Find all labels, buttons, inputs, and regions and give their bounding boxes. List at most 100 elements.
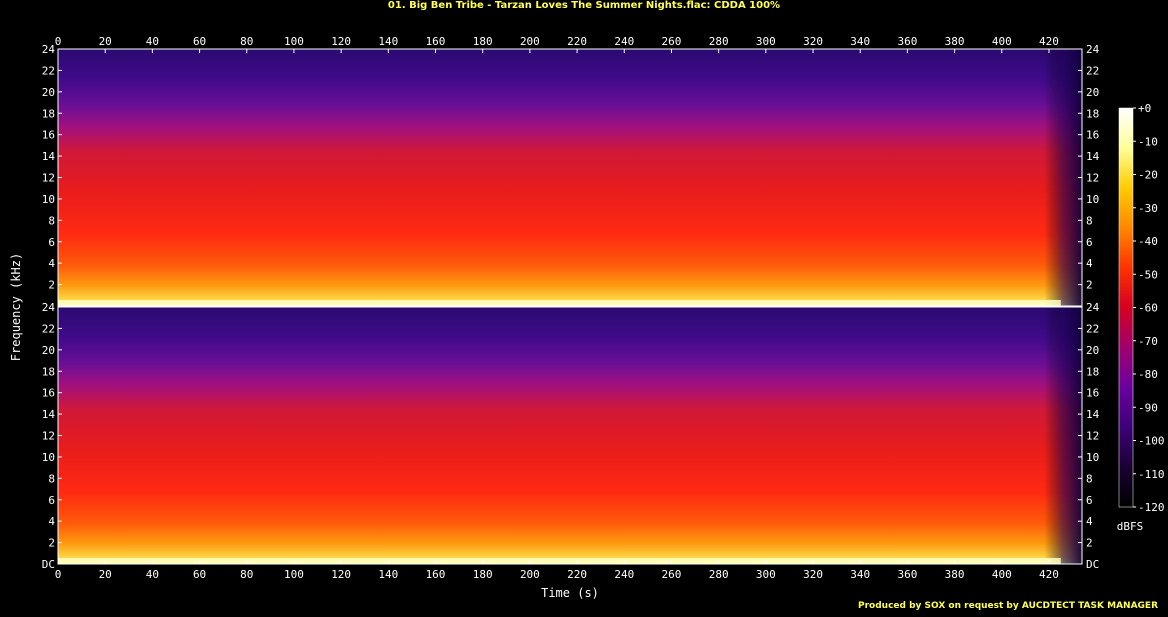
y-tick-label: 12 [42,172,55,185]
y-tick-label: 10 [42,451,55,464]
y-tick-label: 4 [48,515,55,528]
y-tick-label-right: 6 [1086,236,1093,249]
x-tick-label: 180 [473,568,493,581]
x-axis-label: Time (s) [541,586,599,600]
x-tick-label: 240 [614,568,634,581]
x-tick-label-top: 320 [803,35,823,48]
y-tick-label: 22 [42,64,55,77]
colorbar-tick-label: -40 [1138,235,1158,248]
y-tick-label-right: 6 [1086,494,1093,507]
x-tick-label-top: 240 [614,35,634,48]
x-tick-label: 360 [897,568,917,581]
y-tick-label-right: 24 [1086,43,1100,56]
x-tick-label-top: 420 [1039,35,1059,48]
y-tick-label-right: 18 [1086,365,1099,378]
x-tick-label: 220 [567,568,587,581]
x-tick-label-top: 20 [99,35,112,48]
channel-2-spectrum [58,307,1082,564]
x-tick-label: 320 [803,568,823,581]
x-tick-label-top: 360 [897,35,917,48]
x-tick-label-top: 80 [240,35,253,48]
x-tick-label: 380 [945,568,965,581]
y-tick-label-right: 8 [1086,472,1093,485]
y-tick-label: 18 [42,365,55,378]
x-tick-label-top: 380 [945,35,965,48]
y-tick-label-right: 22 [1086,64,1099,77]
colorbar-tick-label: -20 [1138,169,1158,182]
x-tick-label-top: 280 [709,35,729,48]
y-tick-label: 6 [48,494,55,507]
channel-2-fadeout [1044,307,1082,564]
y-tick-label-right: 14 [1086,150,1100,163]
channel-1-fadeout [1044,49,1082,306]
y-tick-label: 16 [42,129,55,142]
colorbar-tick-label: -50 [1138,268,1158,281]
y-tick-label: 12 [42,430,55,443]
y-tick-label: 8 [48,214,55,227]
y-tick-label-right: 8 [1086,214,1093,227]
y-tick-label: 24 [42,43,56,56]
colorbar [1118,107,1134,508]
colorbar-tick-label: -90 [1138,401,1158,414]
x-tick-label: 300 [756,568,776,581]
y-tick-label-right: 12 [1086,172,1099,185]
y-tick-label-right: 4 [1086,515,1093,528]
channel-1-spectrum [58,49,1082,306]
y-tick-label: 6 [48,236,55,249]
y-tick-label-right: 22 [1086,322,1099,335]
x-tick-label: 340 [850,568,870,581]
x-tick-label-top: 200 [520,35,540,48]
y-tick-label: 20 [42,344,55,357]
x-tick-label-top: 180 [473,35,493,48]
colorbar-tick-label: -80 [1138,368,1158,381]
y-tick-label: 2 [48,279,55,292]
y-tick-label: 14 [42,408,56,421]
x-tick-label: 40 [146,568,159,581]
footer-credit: Produced by SOX on request by AUCDTECT T… [858,601,1158,611]
colorbar-tick-label: -100 [1138,435,1165,448]
chart-title: 01. Big Ben Tribe - Tarzan Loves The Sum… [387,0,781,11]
x-tick-label-top: 160 [426,35,446,48]
y-tick-label: 24 [42,301,56,314]
colorbar-tick-label: +0 [1138,102,1151,115]
y-axis-label: Frequency (kHz) [9,253,23,361]
colorbar-tick-label: -30 [1138,202,1158,215]
x-tick-label: 120 [331,568,351,581]
x-tick-label-top: 0 [55,35,62,48]
y-tick-label: DC [42,558,55,571]
x-tick-label-top: 300 [756,35,776,48]
x-tick-label-top: 260 [662,35,682,48]
x-tick-label: 400 [992,568,1012,581]
x-tick-label: 280 [709,568,729,581]
colorbar-tick-label: -10 [1138,135,1158,148]
y-tick-label-right: 2 [1086,537,1093,550]
x-tick-label: 60 [193,568,206,581]
y-tick-label: 20 [42,86,55,99]
colorbar-tick-label: -70 [1138,335,1158,348]
x-tick-label-top: 40 [146,35,159,48]
y-tick-label: 22 [42,322,55,335]
x-tick-label-top: 400 [992,35,1012,48]
y-tick-label-right: 10 [1086,451,1099,464]
colorbar-label: dBFS [1117,520,1144,533]
y-tick-label-right: 20 [1086,86,1099,99]
x-tick-label-top: 120 [331,35,351,48]
y-tick-label: 18 [42,107,55,120]
channel-2-bass-band [58,558,1061,564]
x-tick-label: 20 [99,568,112,581]
y-tick-label: 10 [42,193,55,206]
colorbar-tick-label: -60 [1138,302,1158,315]
x-tick-label: 160 [426,568,446,581]
x-tick-label: 140 [378,568,398,581]
y-tick-label-right: 2 [1086,279,1093,292]
colorbar-tick-label: -120 [1138,501,1165,514]
y-tick-label-right: 12 [1086,430,1099,443]
x-tick-label-top: 100 [284,35,304,48]
x-tick-label: 0 [55,568,62,581]
x-tick-label-top: 220 [567,35,587,48]
x-tick-label-top: 340 [850,35,870,48]
y-tick-label-right: 24 [1086,301,1100,314]
x-tick-label: 260 [662,568,682,581]
y-tick-label-right: 16 [1086,387,1099,400]
